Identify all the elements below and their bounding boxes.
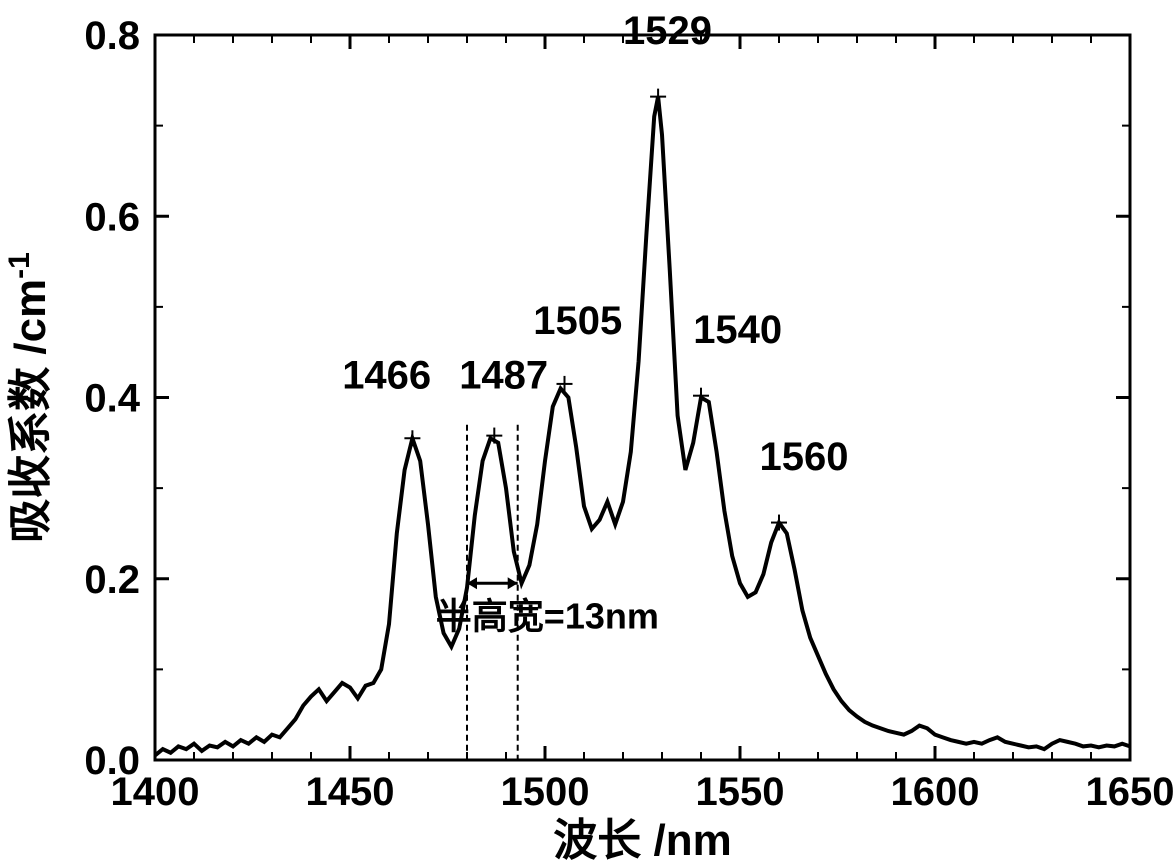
peak-label: 1560 — [760, 435, 849, 479]
peak-label: 1505 — [533, 299, 622, 343]
y-axis-label: 吸收系数 /cm-1 — [3, 252, 56, 543]
peak-label: 1540 — [693, 308, 782, 352]
x-tick-label: 1550 — [696, 770, 785, 814]
x-tick-label: 1500 — [501, 770, 590, 814]
absorption-spectrum-chart: 1400145015001550160016500.00.20.40.60.8波… — [0, 0, 1173, 868]
y-tick-label: 0.6 — [84, 195, 140, 239]
chart-svg: 1400145015001550160016500.00.20.40.60.8波… — [0, 0, 1173, 868]
y-tick-label: 0.0 — [84, 739, 140, 783]
x-tick-label: 1450 — [306, 770, 395, 814]
y-tick-label: 0.2 — [84, 558, 140, 602]
peak-label: 1487 — [459, 353, 548, 397]
plot-frame — [155, 35, 1130, 760]
peak-label: 1529 — [623, 9, 712, 53]
x-tick-label: 1600 — [891, 770, 980, 814]
y-tick-label: 0.8 — [84, 14, 140, 58]
fwhm-label: 半高宽=13nm — [436, 596, 659, 637]
y-tick-label: 0.4 — [84, 377, 140, 421]
peak-label: 1466 — [342, 353, 431, 397]
spectrum-line — [155, 97, 1130, 756]
x-axis-label: 波长 /nm — [553, 816, 731, 865]
x-tick-label: 1650 — [1086, 770, 1173, 814]
fwhm-arrow-right — [508, 577, 518, 589]
